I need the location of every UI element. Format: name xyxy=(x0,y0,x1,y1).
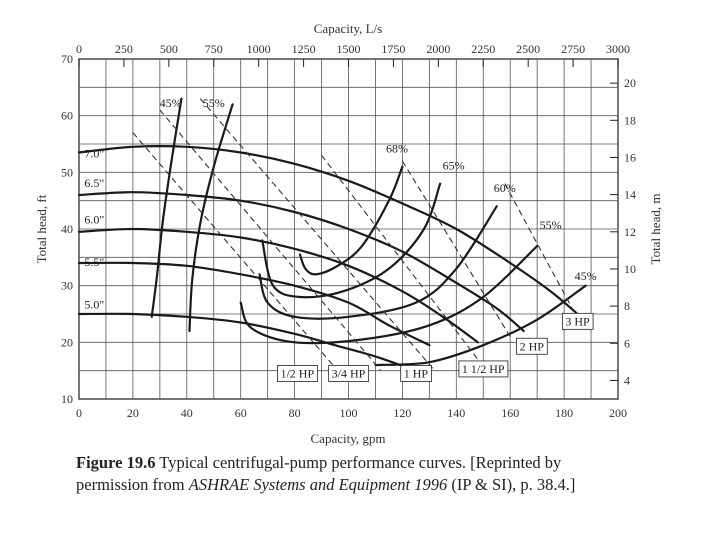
figure-caption: Figure 19.6 Typical centrifugal-pump per… xyxy=(76,452,636,496)
x-tick-label: 180 xyxy=(555,406,573,420)
x2-tick-label: 2000 xyxy=(426,42,450,56)
pump-performance-chart: 0 20 40 60 80 100 120 140 160 180 2001020304050607… xyxy=(34,21,663,446)
y-tick-label: 50 xyxy=(61,165,73,179)
power-label-box-1-2-hp xyxy=(277,365,318,382)
y-axis-title: Total head, ft xyxy=(34,194,49,263)
y2-tick-label: 12 xyxy=(624,225,636,239)
x2-tick-label: 0 xyxy=(76,42,82,56)
x2-tick-label: 3000 xyxy=(606,42,630,56)
x2-tick-label: 2250 xyxy=(471,42,495,56)
x2-tick-label: 500 xyxy=(160,42,178,56)
y-tick-label: 20 xyxy=(61,335,73,349)
x2-axis-title: Capacity, L/s xyxy=(314,21,382,36)
power-label-3-4-hp: 3/4 HP xyxy=(332,366,366,380)
impeller-label-5-0: 5.0" xyxy=(84,297,104,311)
power-curve-1-1-2-hp xyxy=(321,154,479,360)
x-tick-label: 80 xyxy=(289,406,301,420)
x-tick-label: 120 xyxy=(393,406,411,420)
x-tick-label: 100 xyxy=(340,406,358,420)
impeller-curve-6-0 xyxy=(77,227,479,344)
efficiency-curve-45 xyxy=(374,284,587,367)
y-tick-label: 70 xyxy=(61,52,73,66)
power-label-2-hp: 2 HP xyxy=(520,339,545,353)
power-label-1-2-hp: 1/2 HP xyxy=(280,366,314,380)
y2-tick-label: 18 xyxy=(624,113,636,127)
figure-number: Figure 19.6 xyxy=(76,453,156,472)
y2-tick-label: 16 xyxy=(624,150,636,164)
x-tick-label: 200 xyxy=(609,406,627,420)
y2-tick-label: 14 xyxy=(624,188,636,202)
y-tick-label: 10 xyxy=(61,392,73,406)
curve-labels: 7.0" 6.5" 6.0" 5.5" 5.0" 45% 55% 68% 65% 60% 55% 45… xyxy=(84,96,597,382)
power-curve-3-4-hp xyxy=(159,109,382,372)
y2-axis-title: Total head, m xyxy=(648,194,663,265)
impeller-label-5-5: 5.5" xyxy=(84,255,104,269)
x2-tick-label: 750 xyxy=(205,42,223,56)
y2-tick-label: 20 xyxy=(624,76,636,90)
x-tick-label: 60 xyxy=(235,406,247,420)
y-tick-label: 40 xyxy=(61,222,73,236)
power-curve-1-2-hp xyxy=(132,132,339,372)
efficiency-curve-45 xyxy=(150,97,183,318)
efficiency-curve-68 xyxy=(298,165,404,276)
x2-tick-label: 2500 xyxy=(516,42,540,56)
power-label-1-hp: 1 HP xyxy=(404,366,429,380)
x2-tick-label: 1250 xyxy=(292,42,316,56)
impeller-label-7-0: 7.0" xyxy=(84,147,104,161)
power-label-3-hp: 3 HP xyxy=(565,314,590,328)
impeller-curve-7-0 xyxy=(77,145,579,316)
caption-text: Typical centrifugal-pump performance cur… xyxy=(76,453,562,494)
x2-tick-label: 1000 xyxy=(247,42,271,56)
power-label-box-1-1-2-hp xyxy=(458,360,509,378)
efficiency-curve-55 xyxy=(188,103,234,333)
axis-ticks: 0 20 40 60 80 100 120 140 160 180 2001020304050607… xyxy=(61,42,636,420)
power-label-box-2-hp xyxy=(516,337,548,355)
y-tick-label: 30 xyxy=(61,279,73,293)
power-label-1-1-2-hp: 1 1/2 HP xyxy=(462,362,505,376)
power-label-box-1-hp xyxy=(400,365,432,382)
x-tick-label: 160 xyxy=(501,406,519,420)
impeller-label-6-0: 6.0" xyxy=(84,212,104,226)
efficiency-curve-60 xyxy=(258,205,498,320)
caption-citation: (IP & SI), p. 38.4.] xyxy=(451,475,576,494)
y-tick-label: 60 xyxy=(61,109,73,123)
y2-tick-label: 4 xyxy=(624,373,630,387)
impeller-curve-5-5 xyxy=(77,261,431,347)
caption-source: ASHRAE Systems and Equipment 1996 xyxy=(188,475,448,494)
power-label-box-3-4-hp xyxy=(328,365,370,382)
y2-tick-label: 10 xyxy=(624,262,636,276)
efficiency-label-65: 65% xyxy=(443,159,465,173)
curve-layer xyxy=(77,97,587,372)
impeller-curve-6-5 xyxy=(77,191,525,333)
efficiency-label-68: 68% xyxy=(386,142,408,156)
efficiency-label-45: 45% xyxy=(160,96,182,110)
x-axis-title: Capacity, gpm xyxy=(311,431,386,446)
efficiency-curve-65 xyxy=(261,182,442,299)
x2-tick-label: 2750 xyxy=(561,42,585,56)
x-tick-label: 20 xyxy=(127,406,139,420)
efficiency-label-55: 55% xyxy=(540,218,562,232)
power-curve-2-hp xyxy=(401,160,511,337)
y2-tick-label: 6 xyxy=(624,336,630,350)
efficiency-label-60: 60% xyxy=(494,181,516,195)
x-tick-label: 140 xyxy=(447,406,465,420)
y2-tick-label: 8 xyxy=(624,299,630,313)
impeller-label-6-5: 6.5" xyxy=(84,176,104,190)
x-tick-label: 40 xyxy=(181,406,193,420)
power-curve-3-hp xyxy=(504,183,573,309)
x2-tick-label: 1750 xyxy=(381,42,405,56)
impeller-curve-5-0 xyxy=(77,312,409,369)
efficiency-curve-55 xyxy=(239,244,539,345)
efficiency-label-45: 45% xyxy=(575,269,597,283)
power-label-box-3-hp xyxy=(562,312,594,330)
x2-tick-label: 250 xyxy=(115,42,133,56)
efficiency-label-55: 55% xyxy=(203,96,225,110)
x2-tick-label: 1500 xyxy=(337,42,361,56)
x-tick-label: 0 xyxy=(76,406,82,420)
